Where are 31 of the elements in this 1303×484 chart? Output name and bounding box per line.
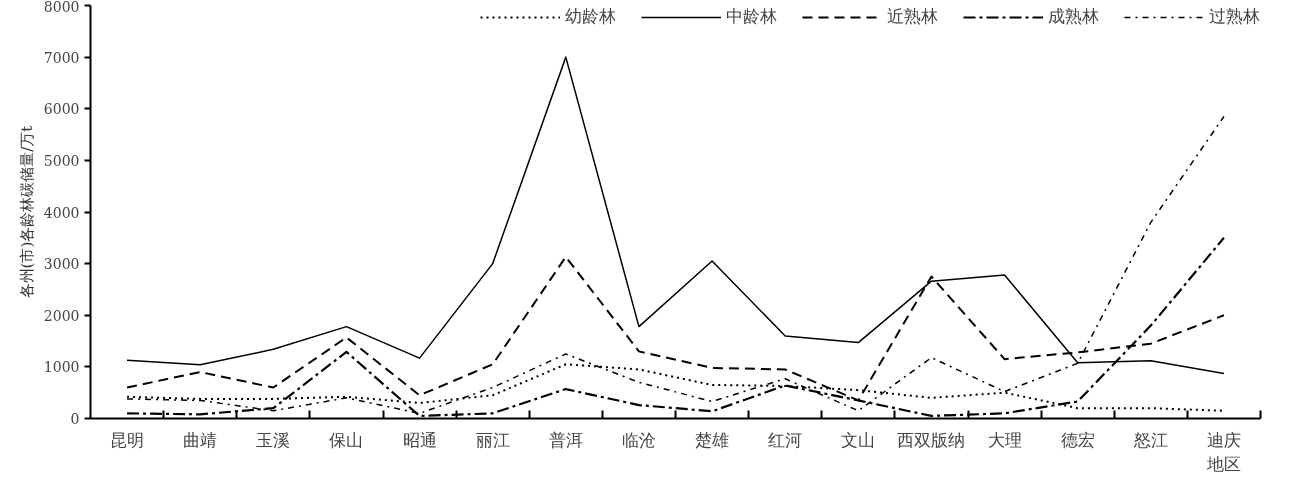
y-tick-label: 3000 <box>43 256 80 273</box>
y-tick-label: 7000 <box>43 49 80 66</box>
y-axis-title: 各州(市)各龄林碳储量/万t <box>17 125 36 299</box>
y-tick-label: 4000 <box>43 204 80 221</box>
y-tick-label: 0 <box>70 411 80 427</box>
x-tick-label: 文山 <box>841 429 876 450</box>
x-tick-label: 红河 <box>768 429 803 450</box>
x-tick-label: 昭通 <box>402 429 437 450</box>
y-tick-label: 1000 <box>43 359 80 376</box>
legend-label: 过熟林 <box>1209 5 1260 28</box>
y-tick-label: 6000 <box>43 101 80 118</box>
x-tick-label: 保山 <box>329 429 364 450</box>
legend-label: 幼龄林 <box>565 5 616 28</box>
x-tick-label: 临沧 <box>621 429 656 450</box>
y-tick-label: 5000 <box>43 152 80 169</box>
legend-label: 中龄林 <box>726 5 777 28</box>
x-tick-label: 迪庆地区 <box>1205 429 1241 474</box>
y-tick-label: 8000 <box>43 0 80 15</box>
x-tick-label: 西双版纳 <box>897 429 966 450</box>
x-tick-label: 曲靖 <box>183 429 218 450</box>
x-tick-label: 楚雄 <box>695 429 730 450</box>
legend-label: 近熟林 <box>887 5 938 28</box>
x-tick-label: 丽江 <box>475 429 510 450</box>
y-tick-label: 2000 <box>43 307 80 324</box>
x-tick-label: 德宏 <box>1060 429 1095 450</box>
x-tick-label: 怒江 <box>1132 429 1168 450</box>
x-tick-label: 昆明 <box>110 429 145 450</box>
legend-label: 成熟林 <box>1048 5 1099 28</box>
x-tick-label: 玉溪 <box>256 429 291 450</box>
x-tick-label: 大理 <box>987 429 1022 450</box>
x-tick-label: 普洱 <box>548 429 583 450</box>
